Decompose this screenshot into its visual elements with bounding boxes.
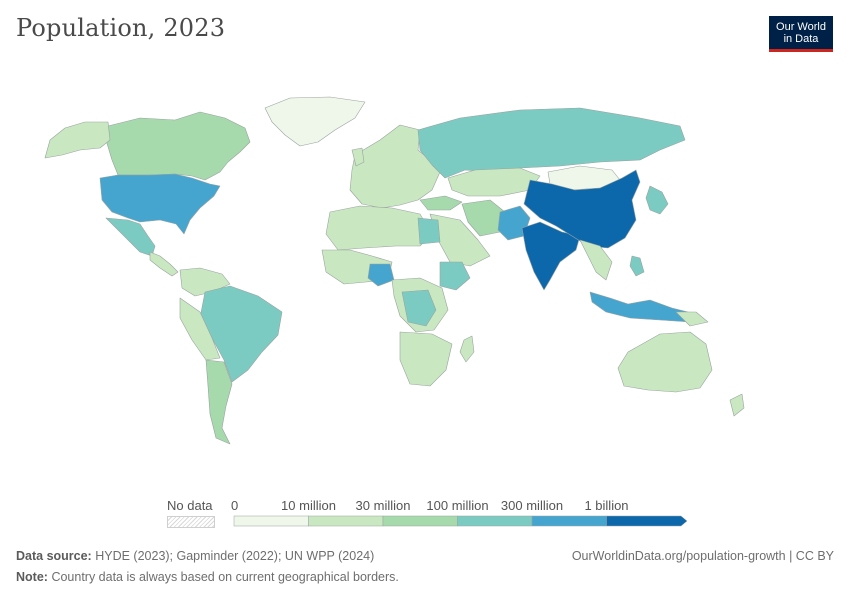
footer-source-label: Data source: [16, 549, 92, 563]
region-turkey[interactable] [419, 195, 463, 211]
footer-url[interactable]: OurWorldinData.org/population-growth | C… [571, 549, 834, 563]
chart-title: Population, 2023 [16, 14, 226, 42]
region-united-states[interactable] [99, 173, 221, 235]
region-canada[interactable] [105, 111, 251, 181]
region-central-america[interactable] [149, 251, 179, 277]
legend-color-bar [233, 515, 688, 527]
footer-note: Note: Country data is always based on cu… [16, 570, 399, 584]
region-png[interactable] [675, 311, 709, 327]
region-philippines[interactable] [629, 255, 645, 277]
region-greenland[interactable] [264, 96, 366, 147]
region-southern-africa[interactable] [399, 331, 453, 387]
region-europe[interactable] [349, 124, 441, 209]
footer-source: Data source: HYDE (2023); Gapminder (202… [16, 549, 374, 563]
region-alaska[interactable] [44, 121, 111, 159]
footer-note-label: Note: [16, 570, 48, 584]
region-russia[interactable] [417, 107, 686, 179]
region-peru-bolivia[interactable] [179, 297, 221, 361]
region-arabia[interactable] [429, 213, 491, 267]
region-nigeria[interactable] [367, 263, 395, 287]
legend-tick-label: 30 million [355, 498, 411, 513]
region-madagascar[interactable] [459, 335, 475, 363]
region-china[interactable] [523, 169, 641, 249]
map-legend: No data 0 10 million 30 million 100 million… [0, 496, 850, 536]
region-mexico[interactable] [105, 217, 156, 257]
logo-line-1: Our World [776, 21, 826, 33]
legend-tick-label: 100 million [426, 498, 489, 513]
legend-bin-1 [308, 515, 384, 527]
region-north-africa[interactable] [325, 205, 433, 251]
legend-bin-4 [531, 515, 607, 527]
owid-logo[interactable]: Our World in Data [769, 16, 833, 52]
region-argentina[interactable] [205, 359, 233, 445]
legend-tick-label: 300 million [500, 498, 564, 513]
legend-tick-label: 1 billion [584, 498, 629, 513]
legend-no-data-swatch [167, 516, 215, 528]
region-egypt[interactable] [417, 217, 441, 245]
region-japan[interactable] [645, 185, 669, 215]
region-se-asia[interactable] [579, 239, 613, 281]
region-india[interactable] [521, 221, 581, 291]
region-dr-congo[interactable] [401, 289, 437, 327]
legend-bin-5 [606, 515, 688, 527]
legend-bin-2 [382, 515, 458, 527]
legend-bin-0 [233, 515, 309, 527]
region-australia[interactable] [617, 331, 713, 393]
region-indonesia[interactable] [589, 291, 697, 323]
legend-tick-label: 10 million [281, 498, 336, 513]
region-new-zealand[interactable] [729, 393, 745, 417]
legend-no-data-label: No data [167, 498, 213, 513]
footer-note-text: Country data is always based on current … [51, 570, 399, 584]
legend-tick-label: 0 [231, 498, 239, 513]
logo-line-2: in Data [783, 33, 819, 45]
region-ethiopia[interactable] [439, 261, 471, 291]
region-uk[interactable] [351, 147, 365, 167]
region-kazakhstan[interactable] [447, 167, 541, 197]
legend-bin-3 [457, 515, 533, 527]
world-map[interactable] [0, 60, 850, 490]
footer-source-text: HYDE (2023); Gapminder (2022); UN WPP (2… [95, 549, 375, 563]
